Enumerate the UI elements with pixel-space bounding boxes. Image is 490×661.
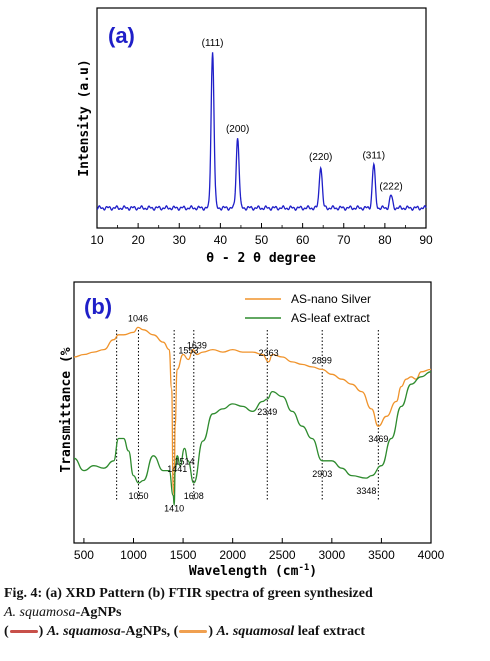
caption-line-3: () A. squamosa-AgNPs, () A. squamosal le… [4, 624, 366, 639]
ftir-x-tick-label: 1000 [120, 548, 147, 562]
caption-agnps-2: -AgNPs, ( [120, 624, 179, 639]
ftir-peak-label: 1553 [178, 345, 198, 355]
legend-swatch-nanoparticles [9, 630, 38, 634]
legend-swatch-leaf-extract [179, 630, 208, 634]
panel-b-label: (b) [84, 294, 112, 319]
ftir-peak-label: 3348 [356, 486, 376, 496]
ftir-peak-label: 2349 [257, 407, 277, 417]
xrd-x-tick-label: 40 [214, 233, 228, 247]
ftir-peak-label: 3469 [368, 434, 388, 444]
xrd-x-tick-label: 90 [419, 233, 433, 247]
caption-species-3: A. squamosal [216, 624, 295, 639]
caption-leaf-extract: leaf extract [294, 624, 366, 639]
xrd-x-tick-label: 10 [90, 233, 104, 247]
panel-a-label: (a) [108, 23, 135, 48]
ftir-peak-label: 2363 [259, 348, 279, 358]
ftir-peak-label: 1050 [128, 491, 148, 501]
ftir-peak-label: 1441 [167, 464, 187, 474]
xrd-x-tick-label: 50 [255, 233, 269, 247]
legend-label-nano-silver: AS-nano Silver [291, 292, 371, 306]
xrd-x-axis-title: θ - 2 θ degree [206, 251, 316, 266]
ftir-peak-label: 1608 [184, 491, 204, 501]
caption-agnps: -AgNPs [75, 605, 122, 620]
xrd-x-tick-label: 20 [131, 233, 145, 247]
ftir-peak-label: 1639 [187, 341, 207, 351]
caption-line-1: Fig. 4: (a) XRD Pattern (b) FTIR spectra… [4, 586, 373, 601]
ftir-series-nano-silver [73, 326, 432, 497]
legend-label-leaf-extract: AS-leaf extract [291, 311, 370, 325]
caption-line-2: A. squamosa-AgNPs [4, 603, 488, 622]
ftir-x-tick-label: 3500 [368, 548, 395, 562]
xrd-peak-label: (222) [379, 182, 402, 193]
xrd-x-tick-label: 80 [378, 233, 392, 247]
figure-caption: Fig. 4: (a) XRD Pattern (b) FTIR spectra… [4, 584, 488, 641]
ftir-x-tick-label: 1500 [170, 548, 197, 562]
ftir-series-leaf-extract [73, 371, 432, 506]
xrd-peak-label: (111) [202, 38, 224, 49]
ftir-x-tick-label: 2000 [219, 548, 246, 562]
ftir-peak-label: 1514 [174, 456, 194, 466]
ftir-x-axis-title: Wavelength (cm-1) [189, 563, 317, 579]
xrd-peak-label: (311) [362, 150, 385, 161]
xrd-x-tick-label: 60 [296, 233, 310, 247]
ftir-y-axis-title: Transmittance (% [59, 347, 74, 472]
ftir-x-tick-label: 500 [74, 548, 94, 562]
xrd-peak-label: (200) [226, 124, 249, 135]
figure-canvas: 10 20 30 40 50 60 70 80 90 (111) (200) (220) (311) (2… [59, 7, 445, 579]
ftir-x-tick-label: 3000 [318, 548, 345, 562]
ftir-peak-label: 2899 [312, 355, 332, 365]
ftir-peak-label: 2903 [312, 469, 332, 479]
ftir-peak-label: 1046 [128, 313, 148, 323]
xrd-y-axis-title: Intensity (a.u) [77, 59, 92, 176]
ftir-plot-frame [73, 281, 432, 544]
ftir-peak-label: 1410 [164, 503, 184, 513]
xrd-x-tick-label: 30 [173, 233, 187, 247]
caption-species: A. squamosa [4, 605, 76, 620]
xrd-x-tick-label: 70 [337, 233, 351, 247]
xrd-series-line [96, 52, 427, 212]
ftir-x-tick-label: 4000 [418, 548, 445, 562]
ftir-x-tick-label: 2500 [269, 548, 296, 562]
xrd-peak-label: (220) [309, 152, 332, 163]
caption-species-2: A. squamosa [46, 624, 121, 639]
